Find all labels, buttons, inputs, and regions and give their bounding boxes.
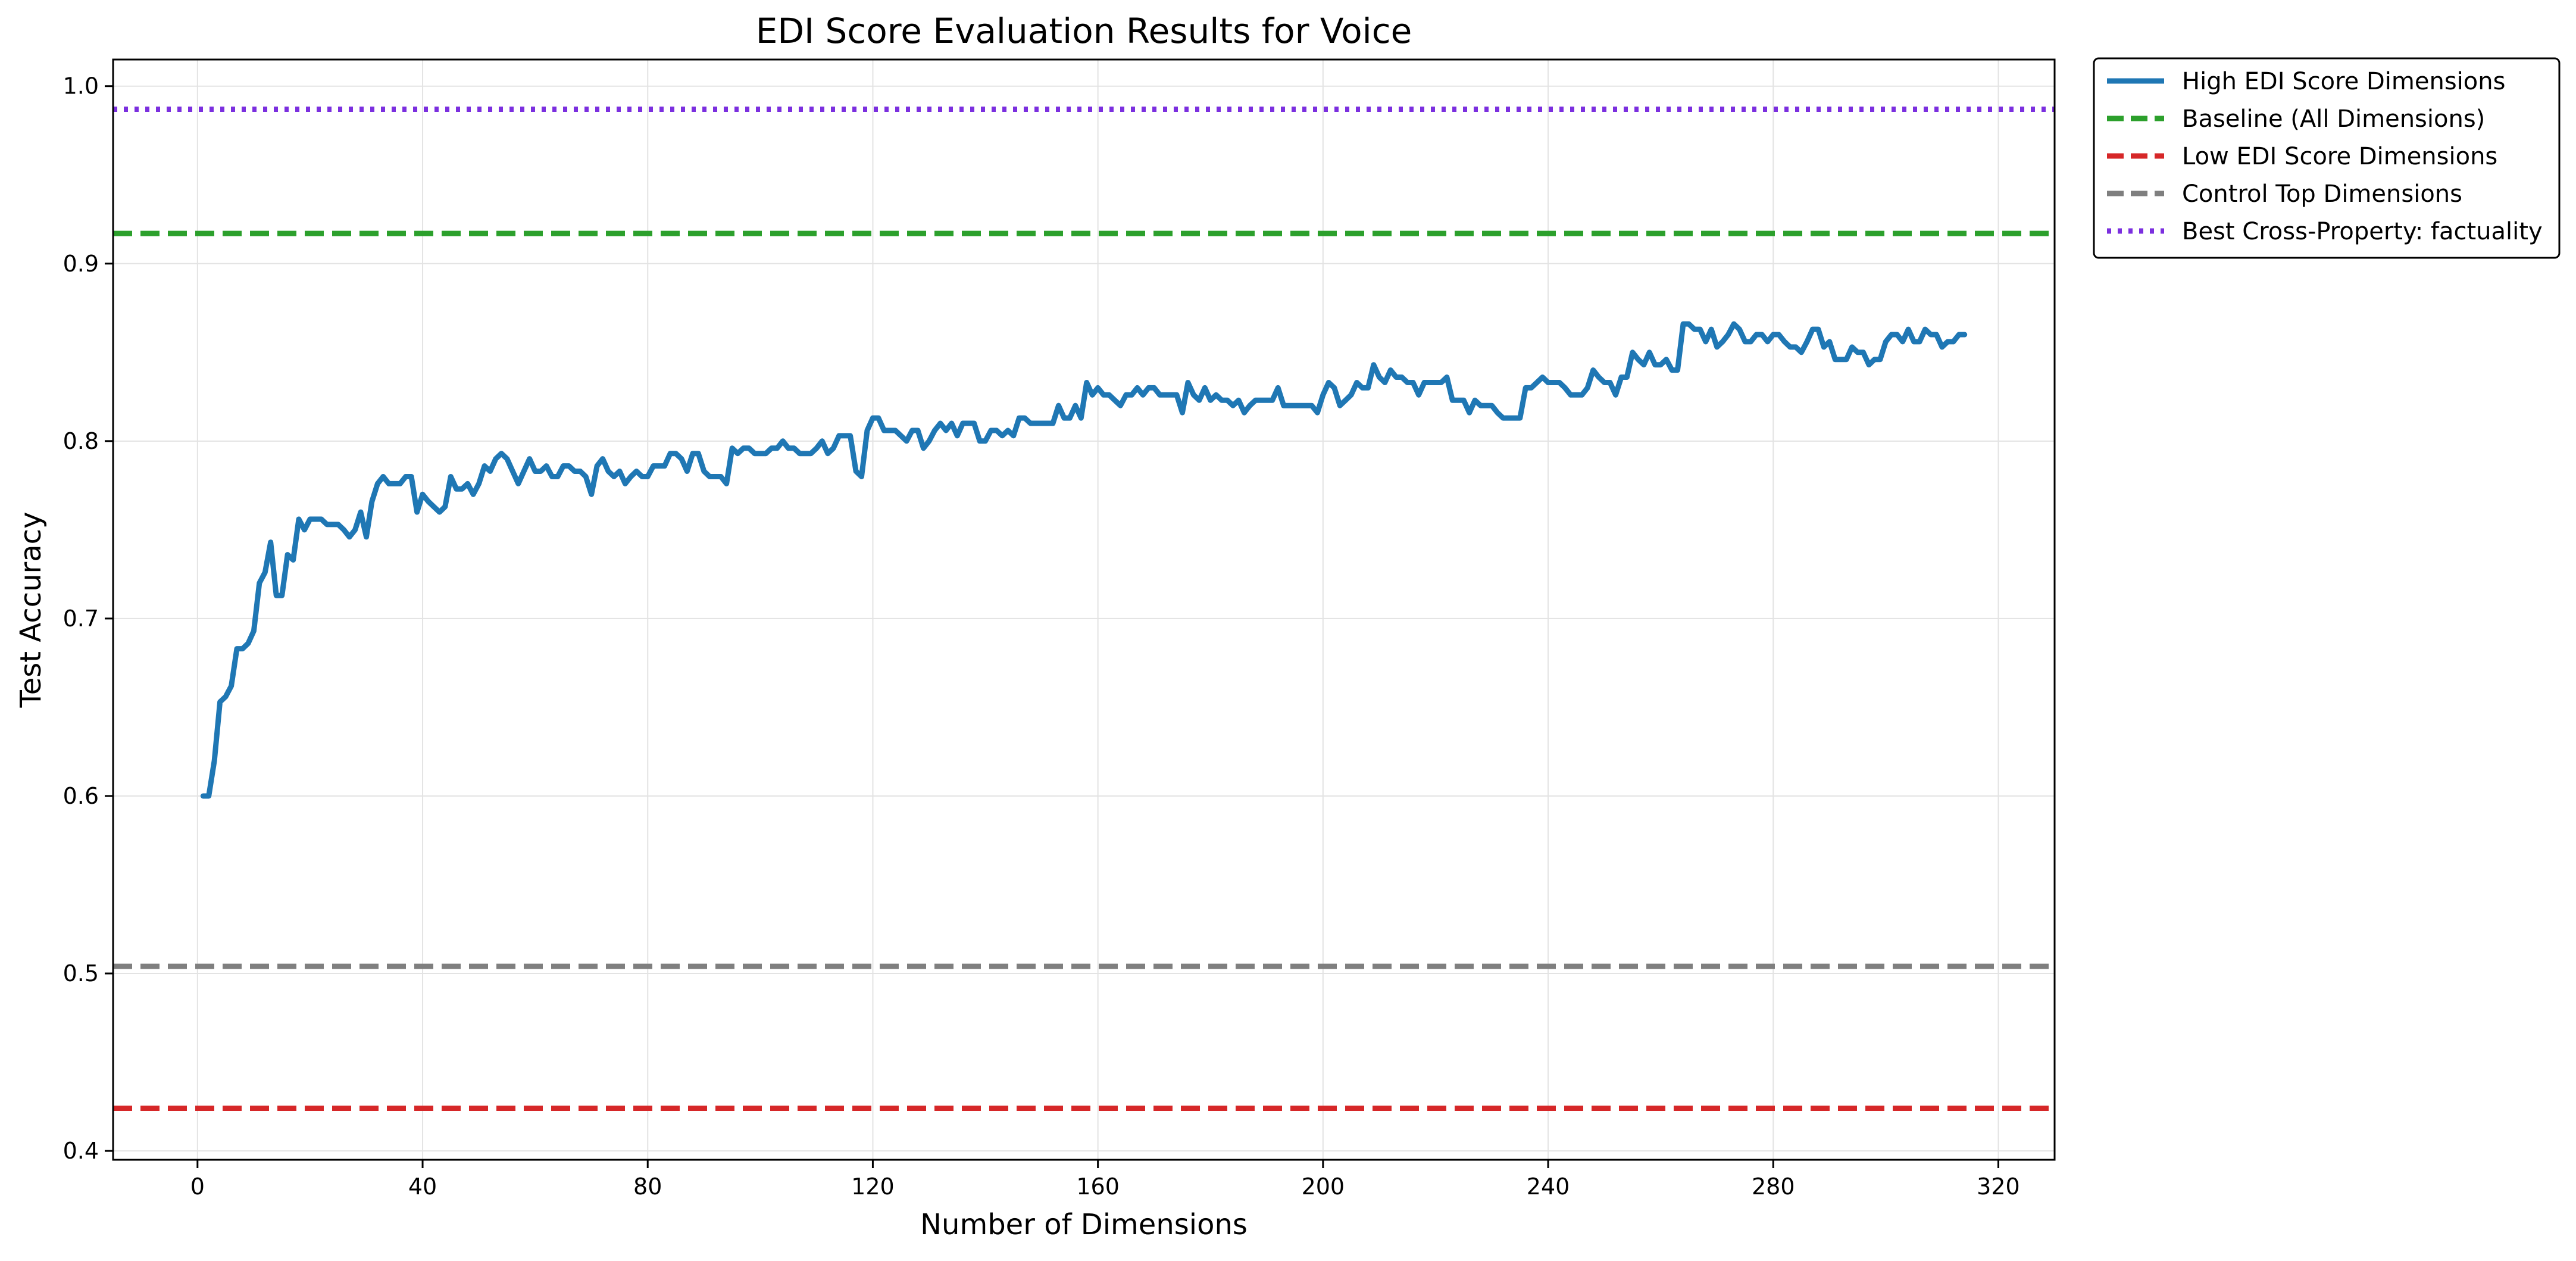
axes-layer: 0 40 80 120 160 200 240 280 320 0.4 0.5 0.6 0.7 0.8 0.… (63, 58, 2056, 1200)
legend-label-3: Control Top Dimensions (2182, 180, 2462, 208)
x-tick-label: 40 (408, 1173, 437, 1200)
grid-layer (113, 60, 2055, 1160)
series-group (113, 106, 2055, 1112)
x-axis-title: Number of Dimensions (920, 1208, 1248, 1241)
chart-title: EDI Score Evaluation Results for Voice (756, 11, 1412, 51)
y-axis-title: Test Accuracy (14, 512, 48, 708)
x-tick-label: 200 (1302, 1173, 1345, 1200)
y-tick-label: 0.5 (63, 960, 99, 987)
y-tick-label: 1.0 (63, 73, 99, 99)
y-tick-label: 0.6 (63, 783, 99, 809)
x-tick-label: 80 (633, 1173, 662, 1200)
x-tick-label: 280 (1752, 1173, 1795, 1200)
y-tick-label: 0.4 (63, 1138, 99, 1164)
legend-label-1: Baseline (All Dimensions) (2182, 105, 2485, 133)
series-line-0 (200, 321, 1968, 799)
legend-label-4: Best Cross-Property: factuality (2182, 218, 2543, 245)
legend-label-2: Low EDI Score Dimensions (2182, 143, 2497, 170)
y-tick-label: 0.7 (63, 605, 99, 632)
y-tick-label: 0.8 (63, 428, 99, 454)
x-tick-label: 240 (1527, 1173, 1570, 1200)
x-tick-label: 160 (1076, 1173, 1120, 1200)
y-tick-label: 0.9 (63, 251, 99, 277)
x-tick-label: 320 (1977, 1173, 2020, 1200)
x-tick-label: 0 (190, 1173, 205, 1200)
legend: High EDI Score Dimensions Baseline (All D… (2093, 57, 2561, 259)
axes-frame (112, 58, 2056, 1161)
plot-layer (113, 106, 2055, 1112)
legend-box (2093, 57, 2561, 259)
legend-label-0: High EDI Score Dimensions (2182, 68, 2505, 95)
x-tick-label: 120 (851, 1173, 895, 1200)
